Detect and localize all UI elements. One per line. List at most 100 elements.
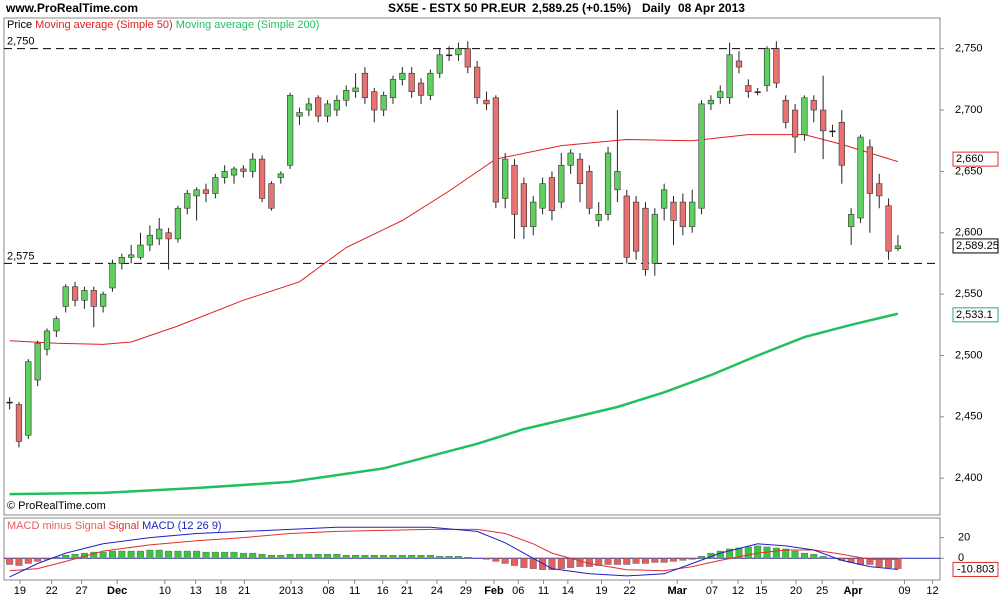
histogram-bar bbox=[137, 550, 144, 559]
candle-body bbox=[707, 99, 715, 105]
indicator-line bbox=[9, 134, 899, 345]
candle-body bbox=[623, 195, 630, 258]
candle-body bbox=[417, 82, 425, 96]
symbol: SX5E - ESTX 50 PR.EUR bbox=[388, 1, 526, 15]
histogram-bar bbox=[557, 558, 565, 569]
candle-body bbox=[464, 48, 471, 68]
candle-body bbox=[810, 99, 817, 111]
level-label: 2,750 bbox=[7, 36, 35, 48]
histogram-bar bbox=[155, 549, 163, 559]
histogram-bar bbox=[417, 555, 425, 559]
histogram-bar bbox=[165, 550, 173, 559]
candle-body bbox=[15, 404, 23, 442]
histogram-bar bbox=[174, 550, 182, 559]
histogram-bar bbox=[698, 556, 706, 559]
candle-body bbox=[576, 158, 584, 184]
macd-pane bbox=[3, 517, 941, 581]
histogram-bar bbox=[875, 558, 883, 567]
candle-body bbox=[221, 171, 228, 178]
y-tick-label: 2,600 bbox=[955, 227, 983, 239]
copyright: © ProRealTime.com bbox=[7, 500, 106, 512]
price-label-box bbox=[952, 307, 999, 323]
candle-body bbox=[184, 193, 191, 209]
candle-body bbox=[745, 85, 752, 92]
histogram-bar bbox=[193, 550, 201, 559]
candle-body bbox=[25, 361, 32, 436]
candle-body bbox=[885, 205, 892, 252]
candle-body bbox=[838, 122, 845, 166]
y-tick-label: 2,450 bbox=[955, 411, 983, 423]
candle-body bbox=[502, 158, 509, 199]
candle-body bbox=[128, 254, 135, 258]
candle-body bbox=[146, 234, 153, 246]
histogram-bar bbox=[894, 558, 902, 569]
candle-body bbox=[268, 183, 275, 209]
candle-body bbox=[801, 97, 808, 135]
candle-body bbox=[315, 97, 322, 117]
histogram-bar bbox=[688, 558, 696, 560]
candle-body bbox=[324, 103, 331, 117]
histogram-bar bbox=[613, 558, 621, 565]
histogram-bar bbox=[604, 558, 612, 565]
legend-entry: Price bbox=[7, 19, 32, 31]
candle-body bbox=[174, 207, 182, 240]
candle-body bbox=[866, 146, 873, 194]
candle-body bbox=[296, 112, 303, 117]
candle-body bbox=[258, 158, 266, 199]
histogram-bar bbox=[754, 545, 762, 559]
candle-body bbox=[661, 189, 668, 209]
legend-entry: Moving average (Simple 200) bbox=[176, 19, 320, 31]
histogram-bar bbox=[679, 558, 687, 561]
candle-body bbox=[548, 177, 556, 211]
histogram-bar bbox=[632, 558, 640, 564]
x-tick-label: 12 bbox=[732, 585, 744, 597]
histogram-bar bbox=[333, 553, 341, 559]
histogram-bar bbox=[99, 551, 107, 559]
histogram-bar bbox=[267, 555, 275, 559]
histogram-bar bbox=[62, 555, 70, 559]
x-tick-label: 27 bbox=[75, 585, 87, 597]
histogram-bar bbox=[464, 557, 472, 559]
histogram-bar bbox=[15, 558, 23, 566]
histogram-bar bbox=[520, 558, 528, 568]
x-tick-label: 20 bbox=[790, 585, 802, 597]
histogram-bar bbox=[651, 558, 659, 563]
histogram-bar bbox=[819, 556, 827, 559]
candle-body bbox=[202, 189, 210, 194]
x-tick-label: Dec bbox=[107, 585, 127, 597]
x-tick-label: 07 bbox=[706, 585, 718, 597]
candle-body bbox=[109, 263, 116, 289]
candle-body bbox=[212, 177, 219, 194]
histogram-bar bbox=[324, 553, 332, 559]
candle-body bbox=[520, 183, 528, 227]
histogram-bar bbox=[370, 555, 378, 559]
histogram-bar bbox=[211, 551, 219, 559]
histogram-bar bbox=[445, 556, 453, 559]
candle-body bbox=[857, 136, 864, 219]
candle-body bbox=[380, 95, 387, 111]
y-tick-label: 2,650 bbox=[955, 165, 983, 177]
histogram-bar bbox=[90, 551, 98, 559]
histogram-bar bbox=[548, 558, 556, 570]
candle-body bbox=[848, 214, 855, 227]
histogram-bar bbox=[623, 558, 631, 565]
candle-body bbox=[389, 79, 397, 99]
candle-body bbox=[193, 189, 200, 197]
candle-body bbox=[277, 173, 284, 178]
histogram-bar bbox=[361, 555, 369, 559]
candle-body bbox=[679, 201, 686, 227]
price-label-box bbox=[952, 151, 999, 167]
histogram-bar bbox=[6, 558, 14, 565]
candle-body bbox=[352, 87, 359, 92]
histogram-bar bbox=[296, 553, 303, 559]
legend: Price Moving average (Simple 50) Moving … bbox=[7, 19, 319, 31]
legend-entry: Signal bbox=[108, 520, 139, 532]
histogram-bar bbox=[24, 558, 32, 564]
candle-body bbox=[782, 99, 789, 123]
value-box bbox=[952, 561, 999, 577]
candle-body bbox=[539, 183, 546, 209]
x-tick-label: 10 bbox=[159, 585, 171, 597]
candle-body bbox=[595, 214, 602, 221]
candle-body bbox=[763, 48, 771, 86]
